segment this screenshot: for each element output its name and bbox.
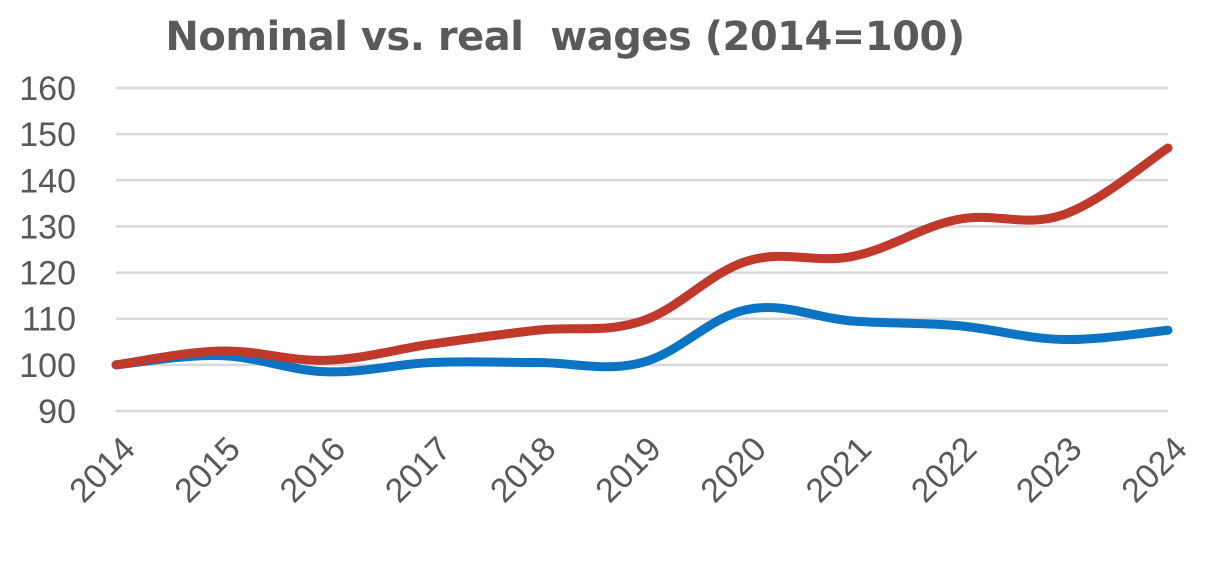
series-lines [111, 143, 1173, 377]
y-tick-label: 110 [22, 301, 76, 339]
x-tick-label: 2021 [799, 430, 879, 510]
y-tick-label: 130 [19, 208, 76, 246]
y-tick-label: 120 [19, 255, 76, 293]
x-tick-label: 2015 [167, 430, 247, 510]
x-tick-label: 2016 [273, 430, 353, 510]
series-line-nominal-wages [111, 143, 1173, 370]
x-tick-label: 2020 [693, 430, 773, 510]
y-axis-ticks: 90 100 110 120 130 140 150 160 [19, 70, 76, 431]
x-tick-label: 2023 [1009, 430, 1089, 510]
y-tick-label: 150 [19, 116, 76, 154]
x-tick-label: 2014 [62, 430, 142, 510]
y-tick-label: 100 [19, 347, 76, 385]
x-tick-label: 2019 [588, 430, 668, 510]
x-tick-label: 2018 [483, 430, 563, 510]
y-tick-label: 160 [19, 70, 76, 108]
y-tick-label: 90 [38, 393, 76, 431]
chart-title: Nominal vs. real wages (2014=100) [165, 14, 965, 60]
x-tick-label: 2017 [378, 430, 458, 510]
x-tick-label: 2024 [1114, 430, 1194, 510]
x-axis-ticks: 2014 2015 2016 2017 2018 2019 2020 2021 2022 2023… [62, 430, 1194, 510]
y-tick-label: 140 [19, 162, 76, 200]
series-line-real-wages [111, 303, 1173, 377]
x-tick-label: 2022 [904, 430, 984, 510]
